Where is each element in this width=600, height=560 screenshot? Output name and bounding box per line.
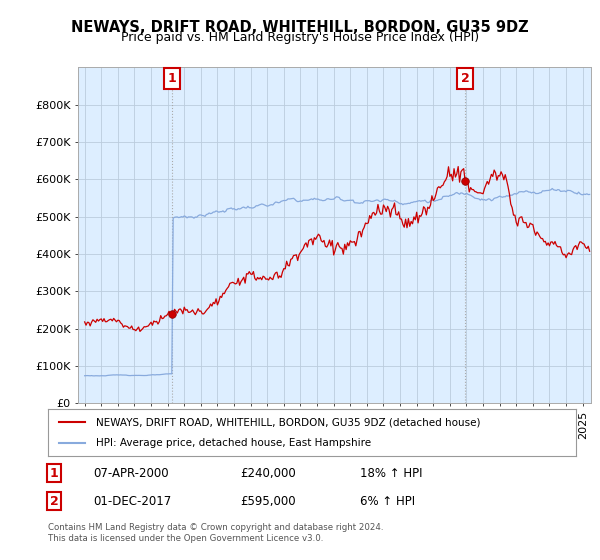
Text: HPI: Average price, detached house, East Hampshire: HPI: Average price, detached house, East…	[95, 438, 371, 448]
Point	[460, 176, 470, 185]
Text: NEWAYS, DRIFT ROAD, WHITEHILL, BORDON, GU35 9DZ (detached house): NEWAYS, DRIFT ROAD, WHITEHILL, BORDON, G…	[95, 417, 480, 427]
Text: 01-DEC-2017: 01-DEC-2017	[93, 494, 171, 508]
Text: £240,000: £240,000	[240, 466, 296, 480]
Text: Contains HM Land Registry data © Crown copyright and database right 2024.
This d: Contains HM Land Registry data © Crown c…	[48, 524, 383, 543]
Text: 6% ↑ HPI: 6% ↑ HPI	[360, 494, 415, 508]
Text: 1: 1	[168, 72, 176, 85]
Point	[167, 309, 177, 318]
Text: 07-APR-2000: 07-APR-2000	[93, 466, 169, 480]
Text: 2: 2	[461, 72, 470, 85]
Text: £595,000: £595,000	[240, 494, 296, 508]
Text: 18% ↑ HPI: 18% ↑ HPI	[360, 466, 422, 480]
Text: 2: 2	[50, 494, 58, 508]
Text: 1: 1	[50, 466, 58, 480]
Text: NEWAYS, DRIFT ROAD, WHITEHILL, BORDON, GU35 9DZ: NEWAYS, DRIFT ROAD, WHITEHILL, BORDON, G…	[71, 20, 529, 35]
Text: Price paid vs. HM Land Registry's House Price Index (HPI): Price paid vs. HM Land Registry's House …	[121, 31, 479, 44]
